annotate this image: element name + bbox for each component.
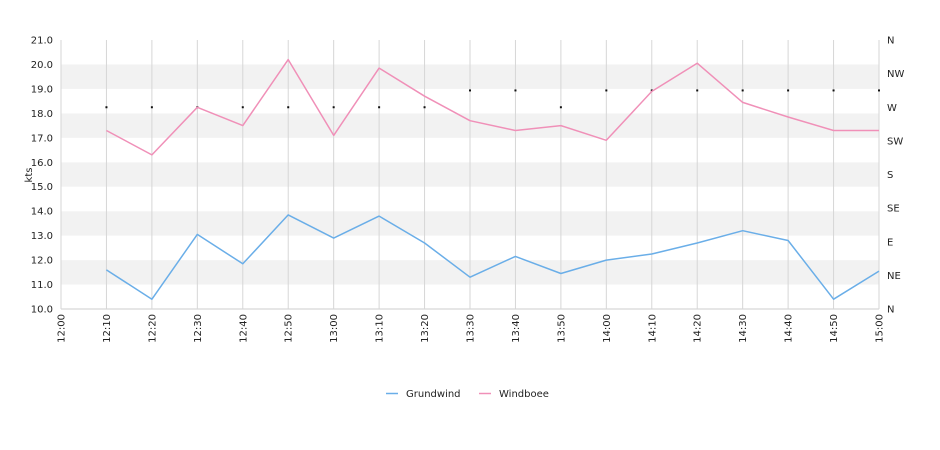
x-tick-label: 13:00	[329, 314, 340, 343]
direction-point	[878, 89, 880, 92]
y-tick-label: 18.0	[31, 109, 53, 120]
y-axis-label: kts	[24, 168, 35, 183]
x-tick-label: 13:30	[466, 314, 477, 343]
direction-point	[150, 106, 153, 109]
x-tick-label: 14:10	[647, 314, 658, 343]
direction-tick-labels: N NE E SE S SW W NW N	[887, 36, 904, 316]
direction-tick-label: N	[887, 36, 894, 47]
y-tick-label: 16.0	[31, 158, 53, 169]
x-tick-label: 12:10	[102, 314, 113, 343]
legend-label-grundwind: Grundwind	[406, 389, 461, 400]
y-tick-label: 15.0	[31, 182, 53, 193]
y-tick-label: 12.0	[31, 256, 53, 267]
direction-tick-label: NE	[887, 271, 901, 282]
series-lines	[105, 58, 880, 300]
x-tick-label: 13:50	[556, 314, 567, 343]
direction-tick-label: NW	[887, 69, 904, 80]
x-tick-label: 14:00	[602, 314, 613, 343]
legend: Grundwind Windboee	[386, 389, 549, 400]
y-tick-label: 14.0	[31, 207, 53, 218]
y-tick-label: 21.0	[31, 36, 53, 47]
x-tick-label: 13:40	[511, 314, 522, 343]
direction-point	[559, 106, 562, 109]
y-tick-label: 11.0	[31, 280, 53, 291]
direction-point	[332, 106, 335, 109]
x-tick-label: 13:20	[420, 314, 431, 343]
x-tick-labels: 12:00 12:10 12:20 12:30 12:40 12:50 13:00 13:10…	[57, 314, 886, 343]
y-tick-label: 13.0	[31, 231, 53, 242]
x-tick-label: 14:30	[738, 314, 749, 343]
legend-label-windboee: Windboee	[499, 389, 549, 400]
direction-tick-label: SE	[887, 204, 900, 215]
direction-tick-label: S	[887, 170, 893, 181]
y-tick-label: 19.0	[31, 84, 53, 95]
direction-point	[378, 106, 381, 109]
direction-tick-label: N	[887, 305, 894, 316]
series-line-grundwind	[105, 214, 880, 300]
x-tick-label: 12:40	[238, 314, 249, 343]
y-tick-label: 10.0	[31, 305, 53, 316]
direction-point	[241, 106, 244, 109]
x-tick-label: 14:40	[784, 314, 795, 343]
direction-tick-label: SW	[887, 136, 903, 147]
direction-point	[605, 89, 608, 92]
x-tick-label: 12:20	[147, 314, 158, 343]
x-tick-label: 12:00	[57, 314, 68, 343]
y-tick-label: 20.0	[31, 60, 53, 71]
y-tick-labels: 10.0 11.0 12.0 13.0 14.0 15.0 16.0 17.0 18.0 19.0…	[31, 36, 53, 316]
direction-point	[423, 106, 426, 109]
direction-tick-label: W	[887, 103, 897, 114]
direction-point	[787, 89, 790, 92]
direction-point	[650, 89, 653, 92]
direction-point	[287, 106, 290, 109]
x-tick-label: 15:00	[875, 314, 886, 343]
direction-point	[696, 89, 699, 92]
x-tick-label: 12:50	[284, 314, 295, 343]
direction-point	[514, 89, 517, 92]
x-tick-label: 14:20	[693, 314, 704, 343]
direction-tick-label: E	[887, 237, 893, 248]
x-tick-label: 12:30	[193, 314, 204, 343]
direction-point	[105, 106, 108, 109]
y-tick-label: 17.0	[31, 133, 53, 144]
direction-point	[741, 89, 744, 92]
direction-point	[832, 89, 835, 92]
direction-point	[469, 89, 471, 92]
direction-points	[105, 89, 880, 109]
x-tick-label: 13:10	[375, 314, 386, 343]
series-line-windboee	[106, 58, 879, 156]
x-tick-label: 14:50	[829, 314, 840, 343]
